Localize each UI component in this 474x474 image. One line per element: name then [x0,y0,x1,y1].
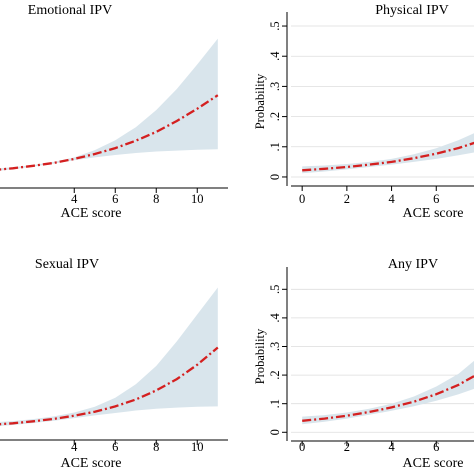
x-tick-label: 2 [344,192,350,206]
x-axis-label: ACE score [402,456,463,471]
x-tick-label: 4 [71,192,78,206]
y-tick-label: .3 [268,342,282,351]
x-tick-label: 8 [153,192,159,206]
y-tick-label: .2 [268,370,282,379]
x-axis-label: ACE score [60,206,121,221]
y-tick-label: .4 [268,51,282,61]
confidence-band [0,38,218,171]
y-tick-label: .3 [268,82,282,91]
y-tick-label: .4 [268,312,282,322]
x-tick-label: 8 [153,440,159,454]
x-tick-label: 10 [191,192,204,206]
y-tick-label: .1 [268,142,282,151]
y-axis-label: Probability [253,73,267,129]
y-tick-label: .1 [268,399,282,408]
x-tick-label: 4 [71,440,78,454]
x-tick-label: 6 [433,192,439,206]
panel-title: Emotional IPV [28,3,112,18]
x-tick-label: 4 [388,440,395,454]
y-tick-label: .5 [268,21,282,30]
confidence-band [302,133,474,174]
prediction-line [302,374,474,422]
x-axis-label: ACE score [60,456,121,471]
prediction-line [302,141,474,172]
x-tick-label: 6 [112,192,118,206]
x-tick-label: 6 [112,440,118,454]
x-axis-label: ACE score [402,206,463,221]
panel-title: Any IPV [388,257,438,272]
y-tick-label: .2 [268,112,282,121]
panel-3: 4 6 8 10 ACE score Sexual IPV [0,257,228,471]
y-tick-label: 0 [268,429,282,435]
y-tick-label: .5 [268,285,282,294]
panel-1: 4 6 8 10 ACE score Emotional IPV [0,3,228,221]
x-tick-label: 6 [433,440,439,454]
x-tick-label: 0 [299,192,305,206]
panel-2: 0 2 4 6 0 .1 .2 .3 .4 .5 Probability ACE score Physi… [253,3,474,221]
confidence-band [0,287,218,427]
prediction-line [0,346,219,426]
panel-4: 0 2 4 6 0 .1 .2 .3 .4 .5 Probability ACE score Any I… [253,257,474,471]
x-tick-label: 10 [191,440,204,454]
y-axis-label: Probability [253,328,267,384]
y-tick-label: 0 [268,174,282,180]
panel-title: Sexual IPV [35,257,99,272]
prediction-line [0,94,219,171]
x-tick-label: 4 [388,192,395,206]
panel-title: Physical IPV [375,3,449,18]
x-tick-label: 0 [299,440,305,454]
x-tick-label: 2 [344,440,350,454]
